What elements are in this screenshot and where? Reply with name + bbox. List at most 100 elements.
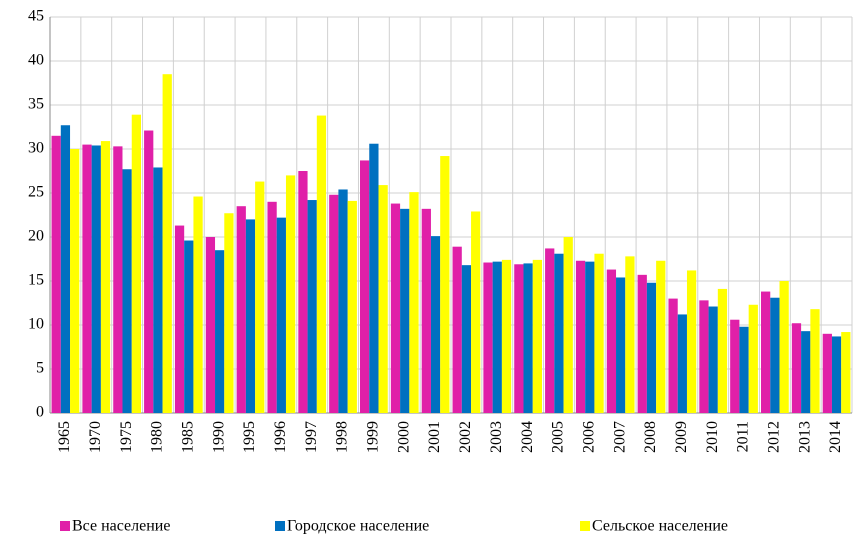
bar xyxy=(585,261,595,413)
bar xyxy=(245,219,256,413)
y-tick-label: 25 xyxy=(28,184,44,201)
bar xyxy=(144,130,154,413)
y-tick-label: 35 xyxy=(28,96,44,113)
bar xyxy=(668,298,678,413)
bar xyxy=(492,261,502,413)
bar xyxy=(285,175,296,413)
bar xyxy=(307,200,317,413)
bar xyxy=(390,203,401,413)
bar xyxy=(131,114,141,414)
x-tick-label: 2010 xyxy=(704,421,721,453)
y-tick-label: 30 xyxy=(28,140,44,157)
bar xyxy=(831,336,842,413)
bar xyxy=(501,259,512,413)
bar xyxy=(761,291,771,413)
bar xyxy=(276,217,286,413)
bar xyxy=(205,237,216,413)
bar xyxy=(686,270,697,413)
bar xyxy=(378,185,388,413)
bar xyxy=(677,314,687,413)
bar xyxy=(708,306,718,413)
bar xyxy=(122,169,132,413)
y-tick-label: 0 xyxy=(36,404,44,421)
legend-label: Городское население xyxy=(287,518,429,535)
bar xyxy=(113,146,123,414)
bar xyxy=(471,211,481,413)
y-tick-label: 10 xyxy=(28,316,44,333)
bar xyxy=(616,277,626,413)
bar xyxy=(369,143,379,413)
bar xyxy=(625,256,635,413)
bar xyxy=(298,171,308,413)
bar xyxy=(532,259,542,413)
x-tick-label: 2013 xyxy=(796,421,813,453)
legend-swatch xyxy=(275,521,285,531)
bar xyxy=(430,236,441,413)
x-tick-label: 2009 xyxy=(673,421,690,453)
bar xyxy=(60,125,71,414)
x-tick-label: 2003 xyxy=(488,421,505,453)
x-tick-label: 1998 xyxy=(334,421,351,453)
bar xyxy=(822,333,832,413)
bar xyxy=(606,269,617,413)
legend-label: Сельское население xyxy=(592,518,728,535)
bar xyxy=(770,297,780,413)
bar xyxy=(483,262,493,413)
bar xyxy=(461,265,472,413)
bar xyxy=(523,263,533,413)
bar xyxy=(779,281,789,413)
legend-swatch xyxy=(60,521,70,531)
bar xyxy=(748,304,758,413)
x-tick-label: 2002 xyxy=(457,421,474,453)
bar xyxy=(575,260,586,413)
bar xyxy=(563,237,573,413)
bar xyxy=(514,264,524,413)
y-tick-label: 15 xyxy=(28,272,44,289)
x-tick-label: 1999 xyxy=(365,421,382,453)
bar xyxy=(810,309,820,413)
x-tick-label: 2012 xyxy=(766,421,783,453)
x-tick-label: 1975 xyxy=(118,421,135,453)
x-tick-label: 1995 xyxy=(241,421,258,453)
bar xyxy=(193,196,203,413)
legend-label: Все население xyxy=(72,518,170,535)
bar xyxy=(554,253,564,413)
bar xyxy=(739,326,749,413)
bar xyxy=(545,248,555,413)
bar xyxy=(316,115,327,413)
x-tick-label: 2014 xyxy=(827,421,844,453)
bar xyxy=(100,141,111,413)
bar xyxy=(224,213,234,413)
bar xyxy=(637,274,647,413)
x-tick-label: 2006 xyxy=(580,421,597,453)
bar xyxy=(400,208,410,413)
bar xyxy=(174,225,185,413)
x-tick-label: 2005 xyxy=(550,421,567,453)
bar xyxy=(347,200,357,413)
bar xyxy=(440,156,450,414)
bar xyxy=(452,246,462,413)
x-tick-label: 1965 xyxy=(56,421,73,453)
x-tick-label: 1997 xyxy=(303,421,320,453)
y-tick-label: 5 xyxy=(36,360,44,377)
y-tick-label: 45 xyxy=(28,8,44,25)
bar xyxy=(162,74,172,413)
bar xyxy=(656,260,666,413)
x-tick-label: 2008 xyxy=(642,421,659,453)
x-tick-label: 2000 xyxy=(395,421,412,453)
x-tick-label: 2007 xyxy=(611,421,628,453)
x-tick-label: 2004 xyxy=(519,421,536,453)
bar xyxy=(82,144,92,413)
bar xyxy=(699,300,709,413)
bar xyxy=(338,189,348,413)
bar xyxy=(791,323,802,413)
bar xyxy=(841,332,851,413)
x-tick-label: 1970 xyxy=(87,421,104,453)
x-tick-label: 1980 xyxy=(149,421,166,453)
bar xyxy=(215,250,225,413)
bar xyxy=(360,160,370,413)
bar xyxy=(51,135,61,414)
y-tick-label: 40 xyxy=(28,52,44,69)
x-tick-label: 2011 xyxy=(735,421,752,452)
